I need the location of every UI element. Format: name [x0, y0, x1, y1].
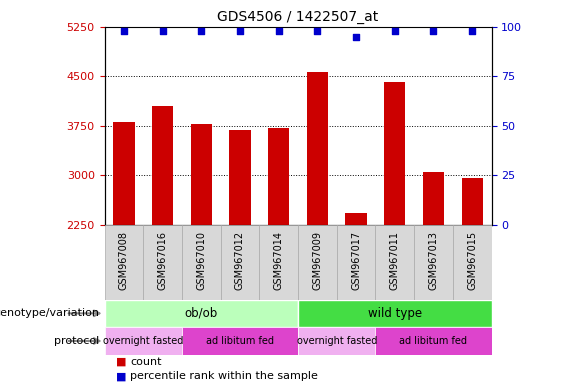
- Bar: [105, 300, 298, 327]
- Point: [274, 28, 283, 34]
- Bar: [144, 225, 182, 300]
- Bar: [190, 124, 212, 225]
- Text: GSM967011: GSM967011: [390, 231, 400, 290]
- Text: GSM967010: GSM967010: [196, 231, 206, 290]
- Point: [468, 28, 477, 34]
- Point: [313, 28, 322, 34]
- Bar: [298, 327, 376, 355]
- Bar: [259, 225, 298, 300]
- Bar: [384, 81, 406, 225]
- Text: GSM967009: GSM967009: [312, 231, 323, 290]
- Bar: [105, 225, 144, 300]
- Text: GSM967017: GSM967017: [351, 231, 361, 290]
- Text: genotype/variation: genotype/variation: [0, 308, 99, 318]
- Text: GSM967014: GSM967014: [273, 231, 284, 290]
- Point: [236, 28, 245, 34]
- Bar: [414, 225, 453, 300]
- Text: GSM967008: GSM967008: [119, 231, 129, 290]
- Text: GSM967012: GSM967012: [235, 231, 245, 290]
- Bar: [105, 327, 182, 355]
- Point: [390, 28, 399, 34]
- Text: GSM967016: GSM967016: [158, 231, 168, 290]
- Text: ■: ■: [116, 357, 127, 367]
- Text: ad libitum fed: ad libitum fed: [206, 336, 274, 346]
- Bar: [462, 178, 483, 225]
- Bar: [152, 106, 173, 225]
- Bar: [229, 131, 251, 225]
- Point: [158, 28, 167, 34]
- Bar: [376, 327, 492, 355]
- Text: GSM967013: GSM967013: [428, 231, 438, 290]
- Point: [119, 28, 128, 34]
- Point: [197, 28, 206, 34]
- Text: ad libitum fed: ad libitum fed: [399, 336, 467, 346]
- Bar: [453, 225, 492, 300]
- Text: count: count: [130, 357, 162, 367]
- Text: overnight fasted: overnight fasted: [297, 336, 377, 346]
- Bar: [345, 213, 367, 225]
- Text: percentile rank within the sample: percentile rank within the sample: [130, 371, 318, 381]
- Text: wild type: wild type: [368, 307, 422, 320]
- Bar: [113, 122, 134, 225]
- Bar: [307, 72, 328, 225]
- Bar: [182, 225, 221, 300]
- Point: [351, 34, 360, 40]
- Text: protocol: protocol: [54, 336, 99, 346]
- Bar: [221, 225, 259, 300]
- Bar: [376, 225, 414, 300]
- Bar: [268, 128, 289, 225]
- Bar: [423, 172, 444, 225]
- Title: GDS4506 / 1422507_at: GDS4506 / 1422507_at: [218, 10, 379, 25]
- Bar: [182, 327, 298, 355]
- Bar: [298, 225, 337, 300]
- Bar: [298, 300, 492, 327]
- Text: ob/ob: ob/ob: [185, 307, 218, 320]
- Point: [429, 28, 438, 34]
- Bar: [337, 225, 376, 300]
- Text: GSM967015: GSM967015: [467, 231, 477, 290]
- Text: overnight fasted: overnight fasted: [103, 336, 184, 346]
- Text: ■: ■: [116, 371, 127, 381]
